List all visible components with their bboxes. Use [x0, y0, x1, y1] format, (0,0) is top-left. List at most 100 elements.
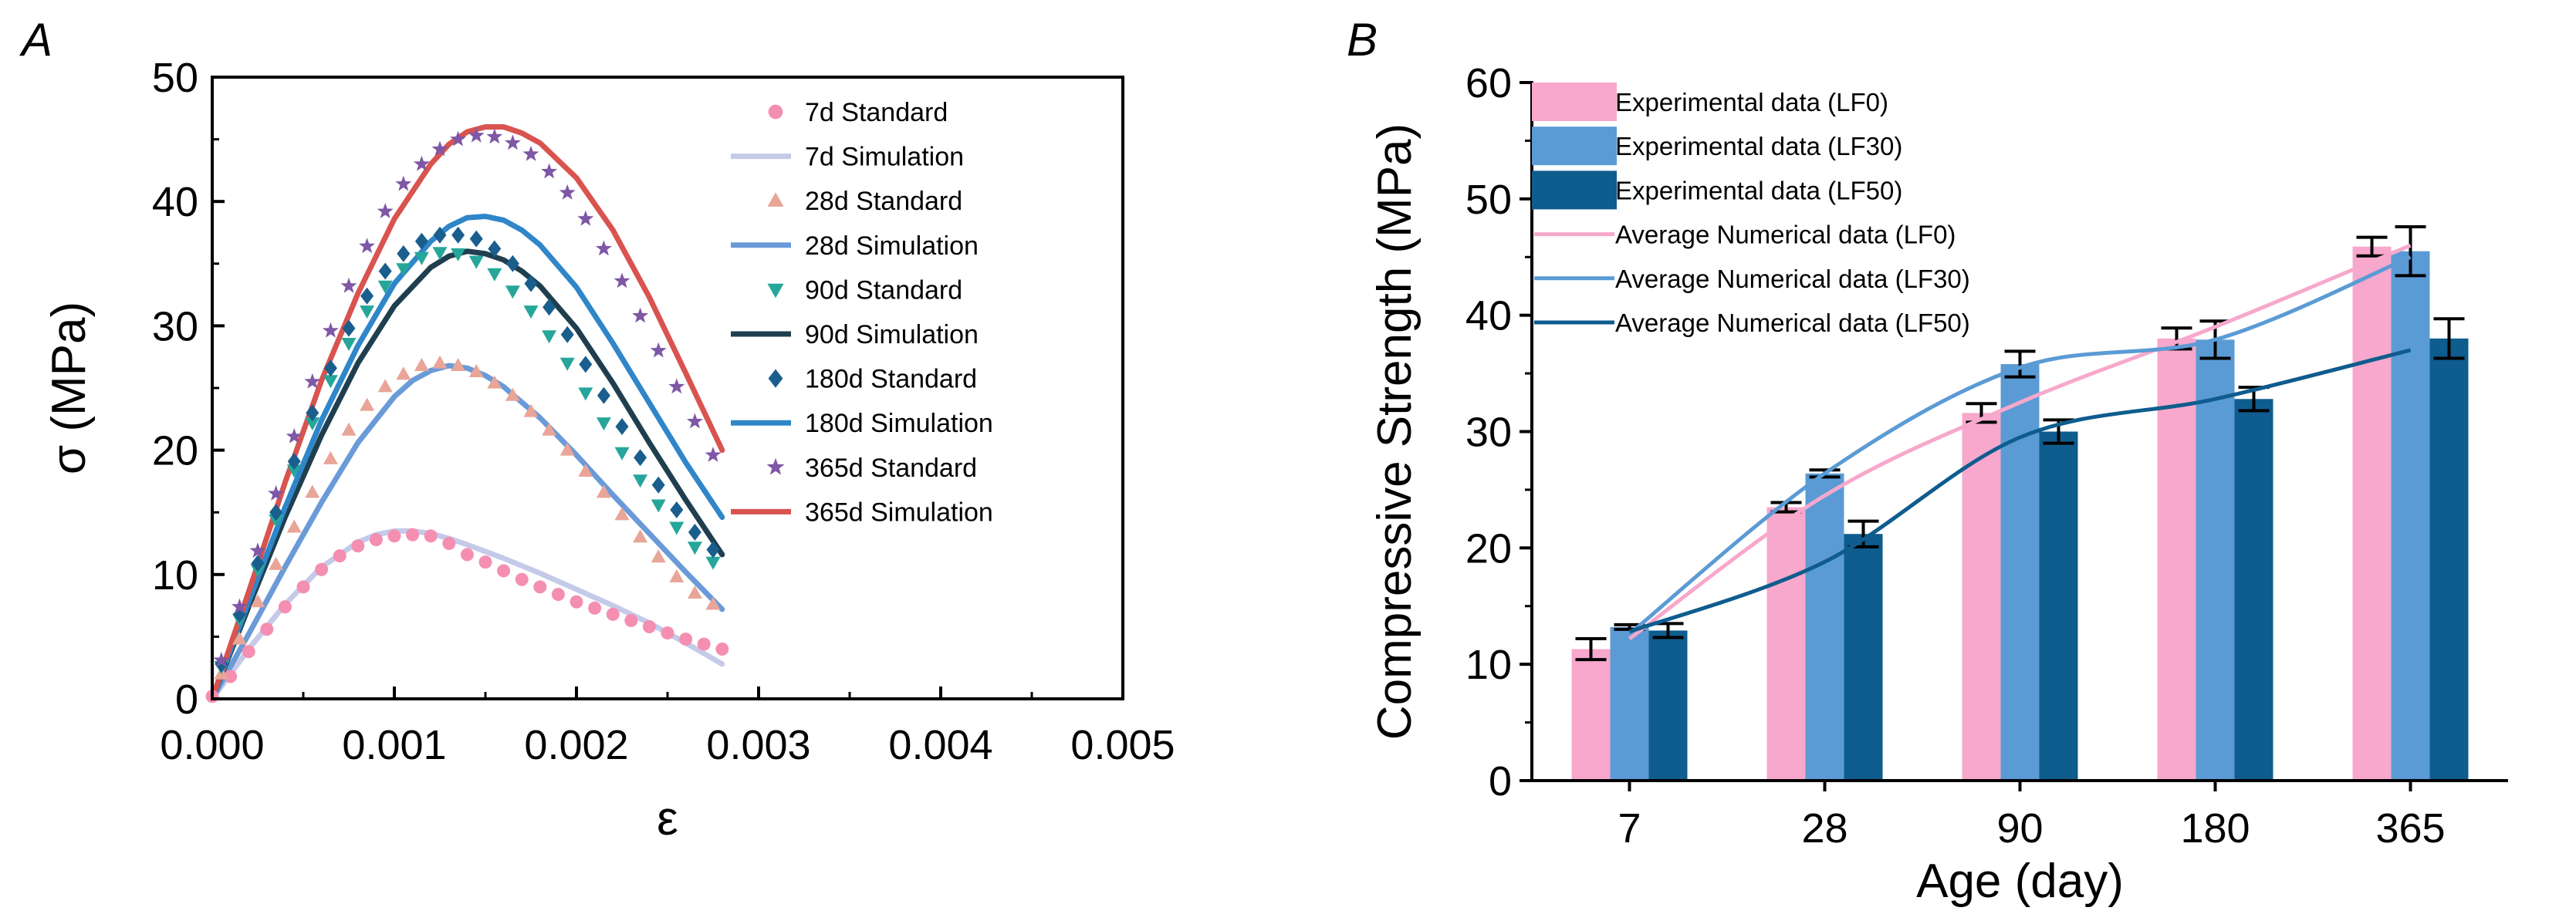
panel-a-series-7d-standard-point — [661, 626, 674, 640]
panel-a-series-365d-standard-point — [413, 155, 430, 171]
panel-a-legend-label: 180d Simulation — [805, 409, 993, 438]
panel-a-series-365d-standard-point — [705, 447, 722, 462]
panel-a-series-365d-standard-point — [668, 378, 685, 394]
panel-a-series-365d-standard-point — [632, 307, 649, 323]
panel-a-series-180d-standard-point — [706, 541, 720, 558]
panel-a-series-180d-standard-point — [397, 245, 411, 262]
panel-a-legend-label: 7d Simulation — [805, 143, 964, 172]
panel-a-series-7d-standard-point — [460, 548, 474, 562]
panel-a-legend-swatch — [767, 192, 784, 207]
panel-a-series-180d-standard-point — [560, 326, 574, 343]
panel-a-series-365d-standard-point — [304, 373, 321, 389]
panel-a-series-28d-standard-point — [669, 569, 685, 582]
panel-a-series-28d-standard-point — [250, 594, 265, 608]
panel-a-series-28d-standard-point — [578, 464, 593, 477]
panel-a-series-7d-standard-point — [497, 564, 511, 578]
panel-a-series-180d-standard-point — [306, 404, 319, 422]
panel-a-series-180d-standard-point — [360, 287, 374, 305]
panel-a-series-90d-standard-point — [396, 263, 411, 277]
panel-a-series-28d-standard-point — [651, 549, 666, 563]
panel-a-series-365d-standard-point — [340, 277, 357, 293]
panel-a-series-90d-standard-point — [360, 305, 375, 319]
panel-a-series-28d-standard-point — [341, 422, 357, 436]
panel-a-series-7d-standard-point — [406, 528, 420, 541]
panel-a-series-90d-standard-point — [596, 417, 611, 431]
panel-b-legend-label: Average Numerical data (LF30) — [1615, 265, 1970, 293]
panel-a-series-180d-standard-point — [323, 359, 337, 377]
panel-a-series-28d-standard-point — [396, 366, 411, 380]
panel-a-series-90d-standard-point — [705, 556, 721, 570]
panel-a-y-tick-label: 50 — [152, 55, 198, 101]
panel-a-series-7d-standard-point — [697, 637, 711, 651]
panel-a-series-7d-standard-point — [351, 539, 365, 553]
panel-a-series-365d-standard-point — [522, 145, 539, 161]
panel-b-y-tick-label: 0 — [1489, 758, 1512, 805]
panel-a-legend-swatch — [766, 457, 785, 475]
panel-a-series-7d-standard-point — [606, 607, 620, 621]
panel-a-series-7d-standard-point — [242, 645, 255, 659]
panel-a-series-28d-standard-point — [232, 631, 247, 645]
panel-a-series-180d-standard-point — [269, 504, 283, 521]
panel-a-series-28d-standard-point — [414, 358, 429, 371]
panel-a-y-axis-title: σ (MPa) — [42, 302, 96, 474]
panel-a-legend-label: 365d Simulation — [805, 498, 993, 527]
panel-a-series-28d-standard-point — [451, 358, 466, 371]
panel-b-chart: B 0 10 20 30 40 50 60 7 28 90 180 365 Age (day) Compre… — [1347, 14, 2508, 908]
panel-a-series-90d-standard-point — [377, 280, 393, 294]
panel-a-series-180d-standard-point — [524, 275, 538, 292]
panel-a-series-28d-standard-point — [614, 507, 630, 521]
panel-a-series-180d-standard-point — [688, 524, 701, 541]
panel-a-series-90d-simulation-line — [209, 248, 725, 702]
panel-a-series-365d-standard-point — [213, 652, 230, 667]
panel-a-series-7d-standard-point — [315, 562, 329, 576]
panel-a-series-90d-standard-point — [669, 521, 685, 535]
panel-a-series-28d-standard-point — [432, 355, 448, 369]
panel-a-series-7d-standard-point — [387, 529, 401, 543]
panel-a-plot-frame — [211, 76, 1124, 700]
panel-a-chart: A 0.000 0.001 0.002 0.003 0.004 0.005 0 10 20 30 40… — [19, 14, 1175, 845]
panel-a-series-180d-standard-point — [451, 226, 465, 244]
panel-a-series-90d-standard-point — [633, 474, 648, 488]
panel-a-series-7d-standard-point — [570, 595, 583, 609]
panel-b-bar-experimental-data-lf30- — [2000, 364, 2040, 781]
panel-b-x-axis-title: Age (day) — [1916, 855, 2124, 908]
panel-a-series-28d-standard-point — [559, 442, 575, 456]
panel-b-bar-experimental-data-lf0- — [2352, 246, 2392, 781]
panel-b-x-tick-label: 90 — [1996, 805, 2043, 852]
panel-a-series-7d-standard-point — [533, 580, 547, 594]
panel-a-series-7d-standard-point — [551, 588, 565, 602]
panel-a-series-365d-standard-point — [577, 210, 594, 226]
panel-b-y-tick-label: 60 — [1465, 60, 1512, 106]
panel-a-series-180d-standard-point — [414, 232, 428, 250]
panel-a-legend-label: 90d Standard — [805, 275, 962, 305]
panel-a-series-90d-standard-point — [451, 248, 466, 261]
panel-a-series-7d-standard-point — [369, 533, 383, 547]
panel-a-series-180d-standard-point — [251, 555, 265, 572]
panel-a-series-28d-standard-point — [596, 484, 611, 498]
panel-a-series-28d-standard-point — [286, 519, 302, 533]
panel-b-bar-experimental-data-lf0- — [2157, 338, 2196, 781]
panel-a-series-180d-standard-point — [433, 226, 447, 244]
panel-b-bar-experimental-data-lf50- — [2234, 399, 2273, 781]
panel-a-series-7d-standard-point — [296, 580, 310, 594]
panel-a-series-28d-standard-point — [305, 484, 320, 498]
panel-b-legend-swatch — [1532, 83, 1617, 121]
panel-a-y-tick-label: 30 — [152, 303, 198, 349]
panel-a-series-7d-standard-point — [260, 622, 274, 636]
panel-a-series-90d-standard-point — [305, 417, 320, 431]
panel-b-bar-experimental-data-lf50- — [1648, 630, 1688, 781]
panel-a-legend-label: 180d Standard — [805, 365, 977, 394]
panel-a-series-90d-standard-point — [323, 375, 338, 389]
panel-b-legend-swatch — [1532, 127, 1617, 166]
panel-b-line-average-numerical-data-lf30- — [1628, 255, 2412, 636]
panel-a-series-365d-standard-point — [377, 203, 394, 218]
panel-a-series-28d-standard-point — [468, 364, 484, 377]
panel-a-series-365d-standard-point — [268, 485, 285, 501]
panel-b-x-tick-label: 28 — [1801, 805, 1847, 852]
panel-a-series-180d-simulation-line — [209, 214, 725, 702]
panel-a-series-180d-standard-point — [543, 299, 556, 316]
panel-a-series-180d-standard-point — [579, 356, 593, 373]
panel-a-legend-swatch — [768, 104, 783, 120]
panel-a-series-90d-standard-point — [468, 255, 484, 269]
